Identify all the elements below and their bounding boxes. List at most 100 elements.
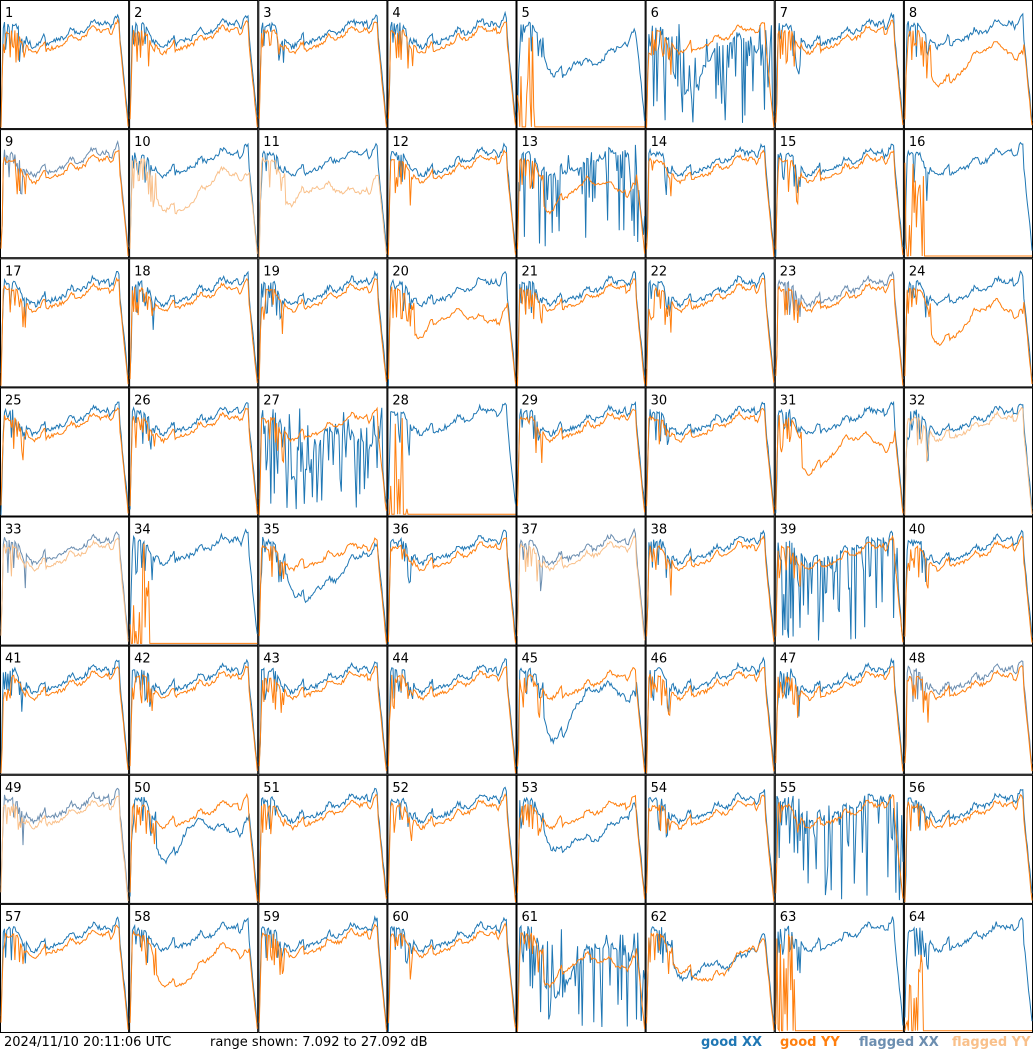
panel-10: 10 xyxy=(129,129,259,259)
panel-39: 39 xyxy=(774,516,904,646)
yy-trace-46 xyxy=(646,666,775,774)
panel-frame xyxy=(129,516,259,646)
panel-label-28: 28 xyxy=(392,393,409,408)
xx-trace-33 xyxy=(0,531,129,639)
yy-trace-45 xyxy=(517,666,646,773)
xx-trace-8 xyxy=(904,12,1033,122)
panel-45: 45 xyxy=(516,645,646,775)
yy-trace-23 xyxy=(775,279,904,386)
panel-label-45: 45 xyxy=(522,652,539,667)
panel-label-44: 44 xyxy=(392,652,409,667)
yy-trace-41 xyxy=(0,666,129,774)
yy-trace-17 xyxy=(0,277,129,386)
panel-label-34: 34 xyxy=(134,523,151,538)
panel-label-17: 17 xyxy=(5,264,22,279)
panel-32: 32 xyxy=(903,387,1033,517)
panel-12: 12 xyxy=(387,129,517,259)
panel-35: 35 xyxy=(258,516,388,646)
panel-frame xyxy=(645,903,775,1033)
yy-trace-22 xyxy=(646,277,775,386)
panel-15: 15 xyxy=(774,129,904,259)
panel-label-56: 56 xyxy=(909,781,926,796)
panel-label-1: 1 xyxy=(5,6,13,21)
panel-21: 21 xyxy=(516,258,646,388)
yy-trace-59 xyxy=(258,923,387,1031)
yy-trace-18 xyxy=(129,277,258,383)
panel-34: 34 xyxy=(129,516,259,646)
panel-4: 4 xyxy=(387,0,517,130)
xx-trace-58 xyxy=(129,917,258,1025)
xx-trace-62 xyxy=(646,926,775,1023)
yy-trace-48 xyxy=(904,664,1033,772)
legend-flagged-yy: flagged YY xyxy=(952,1035,1031,1050)
xx-trace-51 xyxy=(258,787,387,903)
xx-trace-16 xyxy=(904,141,1033,251)
panel-label-26: 26 xyxy=(134,393,151,408)
xx-trace-43 xyxy=(258,661,387,768)
panel-label-25: 25 xyxy=(5,393,22,408)
panel-5: 5 xyxy=(516,0,646,130)
xx-trace-15 xyxy=(775,143,904,257)
panel-frame xyxy=(0,903,130,1033)
panel-3: 3 xyxy=(258,0,388,130)
panel-label-19: 19 xyxy=(263,264,280,279)
panel-label-52: 52 xyxy=(392,781,409,796)
panel-51: 51 xyxy=(258,774,388,904)
panel-label-59: 59 xyxy=(263,910,280,925)
yy-trace-63 xyxy=(775,933,903,1033)
yy-trace-9 xyxy=(0,149,129,256)
panel-label-57: 57 xyxy=(5,910,22,925)
panel-50: 50 xyxy=(129,774,259,904)
yy-trace-6 xyxy=(646,22,775,128)
yy-trace-38 xyxy=(646,535,775,642)
panel-7: 7 xyxy=(774,0,904,130)
footer: 2024/11/10 20:11:06 UTC range shown: 7.0… xyxy=(0,1033,1033,1053)
xx-trace-17 xyxy=(0,271,129,376)
xx-trace-27 xyxy=(258,407,387,510)
panel-52: 52 xyxy=(387,774,517,904)
panel-label-13: 13 xyxy=(522,135,539,150)
panel-label-22: 22 xyxy=(651,264,668,279)
panel-26: 26 xyxy=(129,387,259,517)
panel-36: 36 xyxy=(387,516,517,646)
xx-trace-11 xyxy=(258,142,387,249)
panel-label-6: 6 xyxy=(651,6,659,21)
yy-trace-8 xyxy=(904,30,1033,126)
yy-trace-51 xyxy=(258,793,387,903)
yy-trace-19 xyxy=(258,278,387,383)
panel-label-40: 40 xyxy=(909,523,926,538)
panel-label-4: 4 xyxy=(392,6,400,21)
panel-label-30: 30 xyxy=(651,393,668,408)
yy-trace-54 xyxy=(646,794,775,902)
panel-label-46: 46 xyxy=(651,652,668,667)
xx-trace-32 xyxy=(904,403,1033,509)
timestamp: 2024/11/10 20:11:06 UTC xyxy=(4,1035,172,1050)
xx-trace-55 xyxy=(775,793,904,901)
panel-label-33: 33 xyxy=(5,523,22,538)
yy-trace-14 xyxy=(646,149,775,257)
panel-14: 14 xyxy=(645,129,775,259)
xx-trace-24 xyxy=(904,270,1033,380)
panel-label-36: 36 xyxy=(392,523,409,538)
panel-20: 20 xyxy=(387,258,517,388)
panel-label-49: 49 xyxy=(5,781,22,796)
yy-trace-50 xyxy=(129,792,258,902)
panel-label-14: 14 xyxy=(651,135,668,150)
xx-trace-19 xyxy=(258,270,387,378)
panel-frame xyxy=(903,774,1033,904)
yy-trace-58 xyxy=(129,930,258,1029)
range-shown: range shown: 7.092 to 27.092 dB xyxy=(210,1035,428,1050)
panel-frame xyxy=(387,0,517,130)
panel-frame xyxy=(645,387,775,517)
panel-label-2: 2 xyxy=(134,6,142,21)
panel-47: 47 xyxy=(774,645,904,775)
xx-trace-30 xyxy=(646,401,775,507)
panel-62: 62 xyxy=(645,903,775,1033)
panel-38: 38 xyxy=(645,516,775,646)
panel-label-38: 38 xyxy=(651,523,668,538)
xx-trace-28 xyxy=(387,402,516,505)
yy-trace-57 xyxy=(0,924,129,1030)
panel-frame xyxy=(903,387,1033,517)
panel-label-35: 35 xyxy=(263,523,280,538)
